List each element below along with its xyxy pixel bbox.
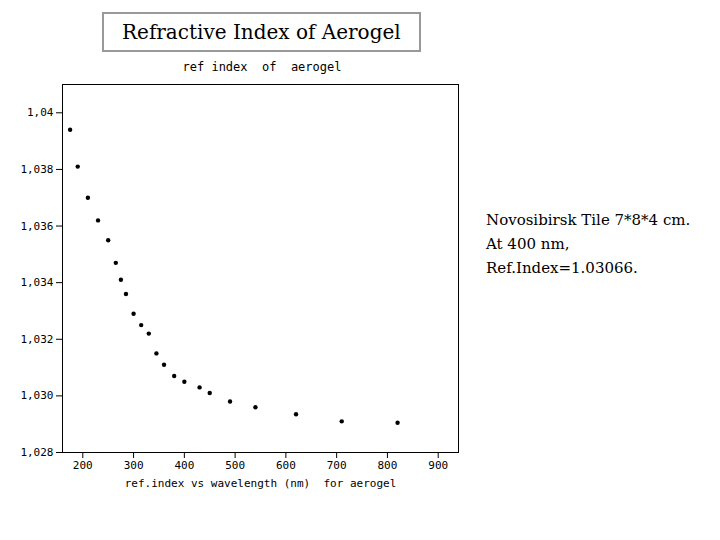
svg-text:1,04: 1,04 xyxy=(27,106,54,119)
svg-text:700: 700 xyxy=(327,459,347,472)
svg-text:300: 300 xyxy=(124,459,144,472)
svg-text:600: 600 xyxy=(276,459,296,472)
html-text:ref index of aerogel: ref index of aerogel xyxy=(182,60,342,74)
svg-text:900: 900 xyxy=(428,459,448,472)
svg-text:200: 200 xyxy=(73,459,93,472)
svg-text:500: 500 xyxy=(225,459,245,472)
svg-text:1,030: 1,030 xyxy=(20,389,53,402)
svg-text:1,036: 1,036 xyxy=(20,220,53,233)
svg-text:1,034: 1,034 xyxy=(20,276,53,289)
html-text:Refractive Index of Aerogel: Refractive Index of Aerogel xyxy=(122,20,401,44)
svg-text:1,032: 1,032 xyxy=(20,333,53,346)
svg-text:400: 400 xyxy=(174,459,194,472)
html-text:Novosibirsk Tile 7*8*4 cm. At: Novosibirsk Tile 7*8*4 cm. At 400 nm, Re… xyxy=(486,211,691,277)
svg-text:1,038: 1,038 xyxy=(20,163,53,176)
svg-text:800: 800 xyxy=(377,459,397,472)
svg-text:ref.index vs wavelength (nm): ref.index vs wavelength (nm) for aerogel xyxy=(125,477,397,490)
svg-text:1,028: 1,028 xyxy=(20,446,53,459)
